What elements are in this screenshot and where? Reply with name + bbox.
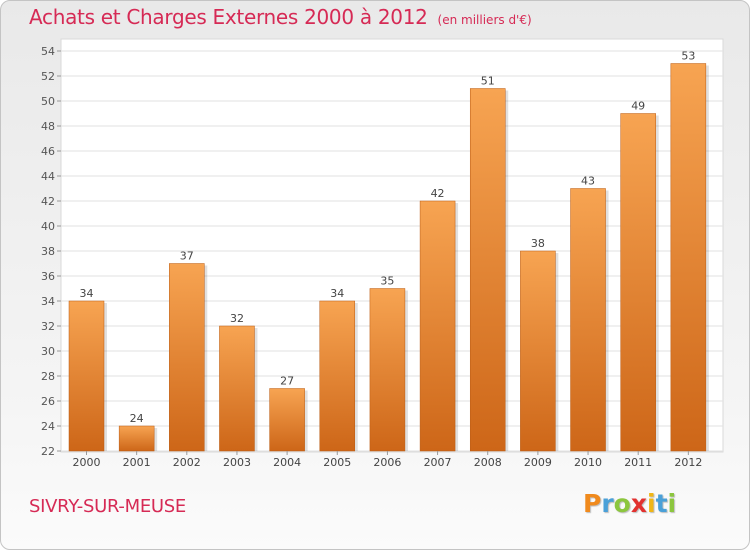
bar-2001 (118, 425, 155, 452)
bar-2005 (319, 300, 356, 452)
y-tick-label: 38 (41, 245, 55, 258)
y-tick-label: 44 (41, 170, 55, 183)
x-tick-label: 2003 (223, 456, 251, 469)
bar-value-label: 53 (681, 50, 695, 63)
bars-group: 34 24 37 32 27 34 35 42 51 38 43 49 53 (68, 50, 709, 452)
bar-value-label: 34 (330, 287, 344, 300)
y-tick-label: 34 (41, 295, 55, 308)
x-tick-label: 2002 (173, 456, 201, 469)
bar-value-label: 35 (380, 275, 394, 288)
logo-letter: o (613, 489, 631, 518)
bar-value-label: 37 (180, 250, 194, 263)
y-tick-label: 32 (41, 320, 55, 333)
commune-name: SIVRY-SUR-MEUSE (29, 496, 187, 517)
bar-2010 (570, 188, 606, 452)
y-tick-label: 54 (41, 45, 55, 58)
x-tick-label: 2009 (524, 456, 552, 469)
chart-subtitle: (en milliers d'€) (437, 13, 532, 27)
x-tick-label: 2011 (624, 456, 652, 469)
x-tick-label: 2005 (323, 456, 351, 469)
logo-letter: i (667, 489, 677, 518)
bar-2008 (469, 88, 506, 452)
y-tick-label: 28 (41, 370, 55, 383)
bar-value-label: 43 (581, 175, 595, 188)
logo-letter: i (647, 489, 656, 518)
bar-value-label: 32 (230, 312, 244, 325)
bar-value-label: 51 (481, 75, 495, 88)
bar-value-label: 24 (130, 412, 144, 425)
y-tick-label: 48 (41, 120, 55, 133)
y-tick-label: 40 (41, 220, 55, 233)
logo-letter: x (630, 489, 647, 518)
y-tick-label: 42 (41, 195, 55, 208)
x-tick-label: 2004 (273, 456, 301, 469)
y-tick-label: 22 (41, 445, 55, 458)
x-tick-label: 2006 (373, 456, 401, 469)
title-row: Achats et Charges Externes 2000 à 2012 (e… (29, 5, 532, 29)
y-tick-label: 52 (41, 70, 55, 83)
y-tick-label: 50 (41, 95, 55, 108)
chart-title: Achats et Charges Externes 2000 à 2012 (29, 5, 428, 29)
bar-2009 (520, 250, 556, 452)
x-tick-label: 2008 (474, 456, 502, 469)
bar-2000 (68, 300, 105, 452)
bar-value-label: 49 (631, 100, 645, 113)
bar-2004 (269, 388, 305, 452)
bar-2012 (670, 63, 707, 452)
bar-value-label: 42 (431, 187, 445, 200)
bar-2002 (169, 263, 205, 452)
logo-letter: t (655, 489, 668, 518)
bar-value-label: 27 (280, 375, 294, 388)
x-axis-ticks: 2000 2001 2002 2003 2004 2005 2006 2007 2008 2009… (73, 451, 702, 469)
y-tick-label: 24 (41, 420, 55, 433)
x-tick-label: 2000 (73, 456, 101, 469)
logo-letter: r (601, 489, 614, 518)
bar-2003 (219, 325, 255, 452)
bar-2006 (369, 288, 406, 452)
y-tick-label: 36 (41, 270, 55, 283)
bar-value-label: 38 (531, 237, 545, 250)
y-axis-ticks: 22 24 26 28 30 32 34 36 38 40 42 44 46 48 50 52 54 (41, 45, 61, 458)
x-tick-label: 2001 (123, 456, 151, 469)
proxiti-logo: Proxiti (583, 489, 676, 518)
y-tick-label: 30 (41, 345, 55, 358)
bar-2007 (419, 200, 456, 452)
y-tick-label: 46 (41, 145, 55, 158)
bar-value-label: 34 (80, 287, 94, 300)
y-tick-label: 26 (41, 395, 55, 408)
x-tick-label: 2007 (424, 456, 452, 469)
logo-letter: P (583, 489, 602, 518)
bar-2011 (620, 113, 656, 452)
x-tick-label: 2010 (574, 456, 602, 469)
x-tick-label: 2012 (674, 456, 702, 469)
